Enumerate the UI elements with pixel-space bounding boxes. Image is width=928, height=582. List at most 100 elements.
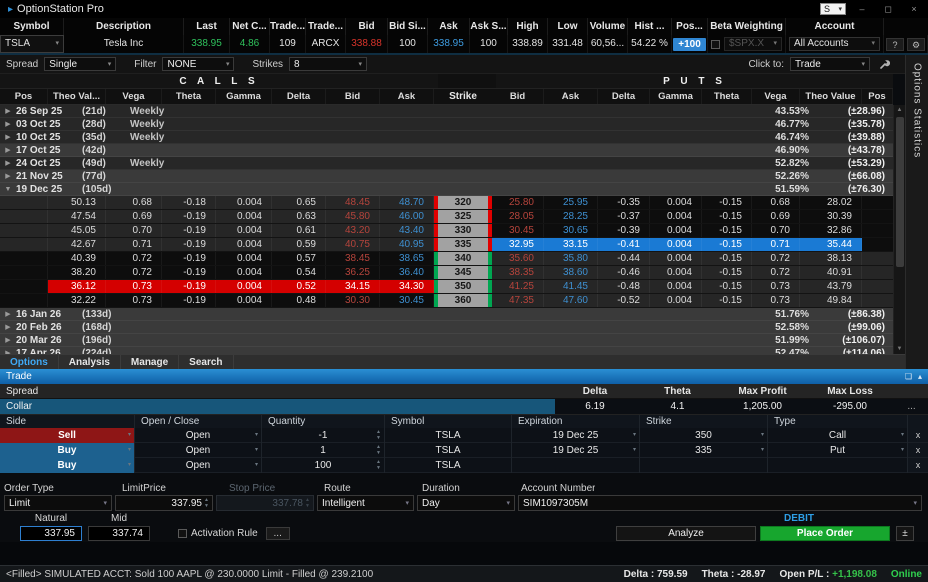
chain-scrollbar[interactable]: ▲ ▼: [893, 105, 905, 354]
account-select[interactable]: All Accounts ▾: [789, 37, 880, 51]
leg-side-cell[interactable]: Buy ▾: [0, 443, 135, 458]
chevron-right-icon[interactable]: ▶: [5, 311, 11, 318]
put-gamma-cell[interactable]: 0.004: [650, 238, 702, 251]
puts-column-vega[interactable]: Vega: [752, 89, 800, 104]
leg-side-cell[interactable]: Sell ▾: [0, 428, 135, 443]
call-theta-cell[interactable]: -0.19: [162, 266, 216, 279]
put-gamma-cell[interactable]: 0.004: [650, 252, 702, 265]
put-bid-cell[interactable]: 35.60: [492, 252, 544, 265]
call-ask-cell[interactable]: 40.95: [380, 238, 434, 251]
order-type-select[interactable]: Limit ▾: [4, 495, 112, 511]
activation-rule-checkbox[interactable]: [178, 528, 187, 538]
options-statistics-tab[interactable]: Options Statistics: [905, 55, 928, 369]
beta-weighting-checkbox[interactable]: [711, 39, 720, 49]
put-gamma-cell[interactable]: 0.004: [650, 294, 702, 307]
quote-val-symbol[interactable]: TSLA ▾: [0, 35, 64, 53]
call-vega-cell[interactable]: 0.70: [106, 224, 162, 237]
leg-type-cell[interactable]: Call ▾: [768, 428, 908, 443]
close-button[interactable]: ×: [904, 3, 924, 15]
call-delta-cell[interactable]: 0.65: [272, 196, 326, 209]
call-gamma-cell[interactable]: 0.004: [216, 224, 272, 237]
strategy-row[interactable]: Collar 6.19 4.1 1,205.00 -295.00 ...: [0, 399, 928, 414]
call-ask-cell[interactable]: 48.70: [380, 196, 434, 209]
scroll-up-icon[interactable]: ▲: [896, 107, 903, 113]
put-delta-cell[interactable]: -0.46: [598, 266, 650, 279]
put-theo-cell[interactable]: 49.84: [800, 294, 862, 307]
chevron-down-icon[interactable]: ▼: [4, 185, 12, 193]
call-vega-cell[interactable]: 0.71: [106, 238, 162, 251]
quote-col-trade-size[interactable]: Trade...: [270, 18, 306, 35]
call-bid-cell[interactable]: 36.25: [326, 266, 380, 279]
call-ask-cell[interactable]: 34.30: [380, 280, 434, 293]
put-theo-cell[interactable]: 35.44: [800, 238, 862, 251]
restore-button[interactable]: ◻: [878, 3, 898, 15]
put-vega-cell[interactable]: 0.73: [752, 280, 800, 293]
strategy-name[interactable]: Collar: [0, 399, 555, 414]
tab-manage[interactable]: Manage: [121, 354, 180, 370]
leg-oc-cell[interactable]: Open ▾: [135, 443, 262, 458]
puts-column-pos[interactable]: Pos: [862, 89, 893, 104]
put-ask-cell[interactable]: 28.25: [544, 210, 598, 223]
chevron-right-icon[interactable]: ▶: [5, 173, 11, 180]
leg-side-cell[interactable]: Buy ▾: [0, 458, 135, 473]
quote-col-last[interactable]: Last: [184, 18, 230, 35]
put-delta-cell[interactable]: -0.52: [598, 294, 650, 307]
put-gamma-cell[interactable]: 0.004: [650, 266, 702, 279]
call-bid-cell[interactable]: 30.30: [326, 294, 380, 307]
duration-select[interactable]: Day ▾: [417, 495, 515, 511]
call-ask-cell[interactable]: 30.45: [380, 294, 434, 307]
put-theo-cell[interactable]: 30.39: [800, 210, 862, 223]
call-delta-cell[interactable]: 0.54: [272, 266, 326, 279]
price-adjust-button[interactable]: ±: [896, 525, 914, 541]
put-vega-cell[interactable]: 0.69: [752, 210, 800, 223]
place-order-button[interactable]: Place Order: [760, 525, 890, 541]
put-vega-cell[interactable]: 0.70: [752, 224, 800, 237]
leg-oc-cell[interactable]: Open ▾: [135, 428, 262, 443]
call-theo-cell[interactable]: 38.20: [48, 266, 106, 279]
puts-column-gamma[interactable]: Gamma: [650, 89, 702, 104]
analyze-button[interactable]: Analyze: [616, 525, 756, 541]
put-theta-cell[interactable]: -0.15: [702, 196, 752, 209]
call-bid-cell[interactable]: 48.45: [326, 196, 380, 209]
put-ask-cell[interactable]: 47.60: [544, 294, 598, 307]
leg-sym-cell[interactable]: TSLA: [385, 428, 512, 443]
remove-leg-button[interactable]: x: [908, 443, 928, 457]
put-delta-cell[interactable]: -0.39: [598, 224, 650, 237]
chevron-right-icon[interactable]: ▶: [5, 147, 11, 154]
put-bid-cell[interactable]: 32.95: [492, 238, 544, 251]
tab-search[interactable]: Search: [179, 354, 234, 370]
call-gamma-cell[interactable]: 0.004: [216, 238, 272, 251]
expiration-row[interactable]: ▶ 10 Oct 25 (35d) Weekly 46.74% (±39.88): [0, 131, 893, 144]
expiration-row[interactable]: ▶ 20 Feb 26 (168d) 52.58% (±99.06): [0, 321, 893, 334]
stepper-icon[interactable]: ▲ ▼: [204, 497, 209, 509]
expiration-row[interactable]: ▶ 17 Oct 25 (42d) 46.90% (±43.78): [0, 144, 893, 157]
put-theo-cell[interactable]: 32.86: [800, 224, 862, 237]
put-theta-cell[interactable]: -0.15: [702, 294, 752, 307]
put-vega-cell[interactable]: 0.72: [752, 266, 800, 279]
call-vega-cell[interactable]: 0.69: [106, 210, 162, 223]
calls-column-gamma[interactable]: Gamma: [216, 89, 272, 104]
put-theo-cell[interactable]: 28.02: [800, 196, 862, 209]
leg-strike-cell[interactable]: [640, 458, 768, 473]
expiration-row[interactable]: ▶ 26 Sep 25 (21d) Weekly 43.53% (±28.96): [0, 105, 893, 118]
call-vega-cell[interactable]: 0.68: [106, 196, 162, 209]
put-vega-cell[interactable]: 0.68: [752, 196, 800, 209]
call-vega-cell[interactable]: 0.73: [106, 294, 162, 307]
natural-price-button[interactable]: 337.95: [20, 525, 82, 541]
wrench-icon[interactable]: [876, 57, 892, 71]
call-vega-cell[interactable]: 0.73: [106, 280, 162, 293]
put-bid-cell[interactable]: 41.25: [492, 280, 544, 293]
puts-column-theo-value[interactable]: Theo Value: [800, 89, 862, 104]
chevron-right-icon[interactable]: ▶: [5, 108, 11, 115]
scroll-down-icon[interactable]: ▼: [896, 346, 903, 352]
call-theo-cell[interactable]: 47.54: [48, 210, 106, 223]
expiration-row[interactable]: ▶ 20 Mar 26 (196d) 51.99% (±106.07): [0, 334, 893, 347]
calls-column-bid[interactable]: Bid: [326, 89, 380, 104]
put-ask-cell[interactable]: 41.45: [544, 280, 598, 293]
strikes-select[interactable]: 8 ▾: [289, 57, 368, 71]
put-ask-cell[interactable]: 35.80: [544, 252, 598, 265]
put-theo-cell[interactable]: 43.79: [800, 280, 862, 293]
call-delta-cell[interactable]: 0.63: [272, 210, 326, 223]
call-gamma-cell[interactable]: 0.004: [216, 210, 272, 223]
put-gamma-cell[interactable]: 0.004: [650, 224, 702, 237]
